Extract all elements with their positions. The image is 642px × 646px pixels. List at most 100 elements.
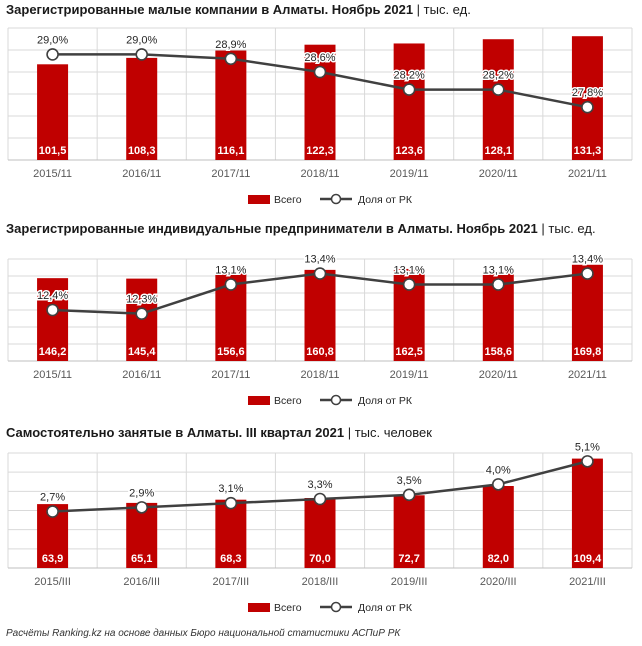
line-value-label: 27,8%: [572, 87, 603, 99]
line-value-label: 2,7%: [40, 492, 65, 504]
x-tick-label: 2016/11: [122, 168, 161, 180]
line-value-label: 3,3%: [307, 479, 332, 491]
line-point: [46, 505, 59, 518]
x-tick-label: 2016/11: [122, 369, 161, 381]
bar-value-label: 158,6: [485, 346, 513, 358]
line-point: [313, 492, 327, 506]
legend: Всего Доля от РК: [248, 193, 413, 206]
bar-value-label: 123,6: [395, 145, 423, 157]
bar-value-label: 108,3: [128, 145, 156, 157]
legend-swatch-marker: [330, 601, 342, 613]
bar: [393, 495, 425, 568]
chart-title: Зарегистрированные индивидуальные предпр…: [6, 221, 596, 236]
chart-title-text: Зарегистрированные индивидуальные предпр…: [6, 221, 538, 236]
line-point: [402, 278, 416, 291]
line-value-label: 12,3%: [126, 294, 157, 306]
line-point: [46, 48, 59, 61]
bar: [571, 458, 603, 568]
legend-label: Доля от РК: [358, 602, 413, 614]
x-tick-label: 2016/III: [123, 576, 160, 588]
line-value-label: 5,1%: [575, 441, 600, 453]
bar: [126, 57, 158, 160]
chart-svg-entrepreneurs: 146,2 2015/11 145,4 2016/11 156,6 2017/11 160,…: [7, 252, 633, 407]
line-point: [581, 455, 594, 468]
legend-swatch-marker: [330, 394, 342, 406]
bar: [571, 36, 603, 160]
x-tick-label: 2019/III: [391, 576, 428, 588]
line-value-label: 2,9%: [129, 487, 154, 499]
bar-value-label: 146,2: [39, 346, 67, 358]
line-value-label: 13,1%: [394, 265, 425, 277]
chart-title: Самостоятельно занятые в Алматы. III ква…: [6, 425, 432, 440]
line-value-label: 12,4%: [37, 290, 68, 302]
line-point: [135, 48, 149, 61]
bar-value-label: 63,9: [42, 553, 63, 565]
line-point: [491, 478, 505, 491]
line-point: [491, 278, 505, 291]
line-point: [491, 83, 505, 96]
chart-svg-small-companies: 101,5 2015/11 108,3 2016/11 116,1 2017/11 122,…: [7, 27, 633, 206]
x-tick-label: 2017/III: [213, 576, 250, 588]
x-tick-label: 2017/11: [211, 168, 250, 180]
x-tick-label: 2020/11: [479, 168, 518, 180]
bar-value-label: 156,6: [217, 346, 245, 358]
bar-value-label: 72,7: [398, 553, 419, 565]
bar-value-label: 128,1: [485, 145, 513, 157]
bar-value-label: 162,5: [395, 346, 423, 358]
bar: [215, 499, 247, 568]
line-value-label: 4,0%: [486, 464, 511, 476]
line-point: [224, 52, 238, 66]
source-note: Расчёты Ranking.kz на основе данных Бюро…: [6, 628, 401, 639]
line-point: [581, 267, 594, 280]
line-value-label: 3,1%: [218, 483, 243, 495]
x-tick-label: 2017/11: [211, 369, 250, 381]
bar: [571, 264, 603, 361]
x-tick-label: 2018/11: [301, 369, 340, 381]
line-point: [46, 303, 59, 317]
line-point: [224, 496, 238, 510]
line-point: [402, 488, 416, 502]
bar-value-label: 65,1: [131, 553, 152, 565]
legend-label: Доля от РК: [358, 194, 413, 206]
line-value-label: 3,5%: [397, 475, 422, 487]
x-tick-label: 2015/11: [33, 369, 72, 381]
line-value-label: 28,2%: [394, 70, 425, 82]
line-point: [135, 501, 149, 514]
line-point: [135, 307, 149, 320]
bar-value-label: 70,0: [309, 553, 330, 565]
legend: Всего Доля от РК: [248, 601, 413, 614]
line-value-label: 28,2%: [483, 70, 514, 82]
x-tick-label: 2018/III: [302, 576, 339, 588]
x-tick-label: 2015/11: [33, 168, 72, 180]
bar-value-label: 131,3: [574, 145, 602, 157]
x-tick-label: 2019/11: [390, 168, 429, 180]
chart-unit: | тыс. человек: [347, 425, 432, 440]
chart-title-text: Зарегистрированные малые компании в Алма…: [6, 2, 414, 17]
chart-title: Зарегистрированные малые компании в Алма…: [6, 2, 471, 17]
legend-label: Всего: [274, 395, 302, 407]
bar: [215, 50, 247, 160]
bar: [482, 39, 514, 160]
line-point: [402, 83, 416, 96]
line-value-label: 13,1%: [483, 265, 514, 277]
bar: [304, 269, 336, 361]
line-value-label: 29,0%: [37, 34, 68, 46]
legend-swatch-bar: [248, 195, 270, 204]
line-value-label: 13,4%: [572, 254, 603, 266]
line-value-label: 13,1%: [215, 265, 246, 277]
bar: [482, 486, 514, 568]
legend-swatch-marker: [330, 193, 342, 205]
chart-unit: | тыс. ед.: [541, 221, 596, 236]
legend-swatch-bar: [248, 396, 270, 405]
legend-label: Доля от РК: [358, 395, 413, 407]
chart-panel-self-employed: Самостоятельно занятые в Алматы. III ква…: [0, 425, 642, 625]
bar-value-label: 116,1: [217, 145, 244, 157]
chart-panel-small-companies: Зарегистрированные малые компании в Алма…: [0, 2, 642, 212]
line-value-label: 28,9%: [215, 39, 246, 51]
bar: [393, 43, 425, 160]
bar: [304, 44, 336, 161]
bar-value-label: 145,4: [128, 346, 156, 358]
bar-value-label: 101,5: [39, 145, 67, 157]
line-point: [313, 267, 327, 280]
legend-swatch-bar: [248, 603, 270, 612]
